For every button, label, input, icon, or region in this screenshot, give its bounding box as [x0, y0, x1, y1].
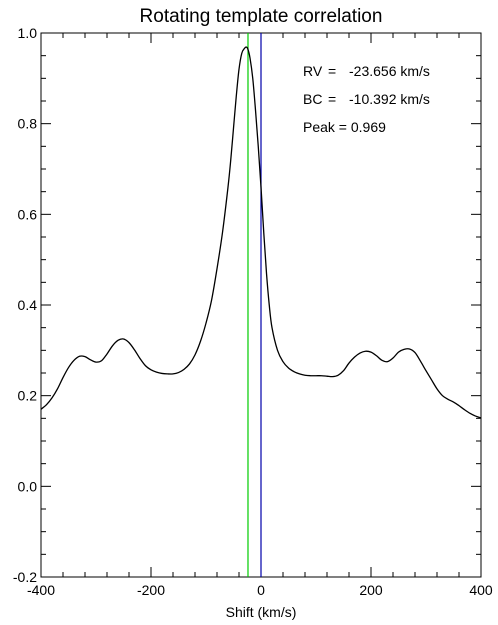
x-axis: -400 -200 0 200 400	[27, 33, 493, 598]
reference-lines	[247, 33, 262, 577]
y-axis: -0.2 0.0 0.2 0.4 0.6 0.8 1.0	[13, 25, 481, 585]
x-tick-label: -200	[137, 582, 165, 598]
rv-value: -23.656 km/s	[349, 63, 430, 79]
x-tick-label: 0	[257, 582, 265, 598]
x-tick-label: -400	[27, 582, 55, 598]
bc-equals: =	[328, 91, 336, 107]
x-axis-label: Shift (km/s)	[226, 604, 297, 620]
y-tick-label: 1.0	[18, 25, 38, 41]
annotations: RV = -23.656 km/s BC = -10.392 km/s Peak…	[303, 63, 430, 135]
rv-label: RV	[303, 63, 323, 79]
y-tick-label: 0.4	[18, 297, 38, 313]
chart-title: Rotating template correlation	[140, 6, 383, 27]
y-tick-label: 0.2	[18, 388, 38, 404]
rv-equals: =	[328, 63, 336, 79]
peak-label: Peak = 0.969	[303, 119, 386, 135]
y-tick-label: 0.8	[18, 116, 38, 132]
x-tick-label: 200	[359, 582, 383, 598]
series-group	[40, 46, 482, 419]
y-tick-label: 0.6	[18, 206, 38, 222]
bc-value: -10.392 km/s	[349, 91, 430, 107]
y-tick-label: -0.2	[13, 569, 37, 585]
x-tick-label: 400	[469, 582, 493, 598]
bc-label: BC	[303, 91, 322, 107]
y-tick-label: 0.0	[18, 478, 38, 494]
correlation-series-line	[40, 46, 482, 419]
